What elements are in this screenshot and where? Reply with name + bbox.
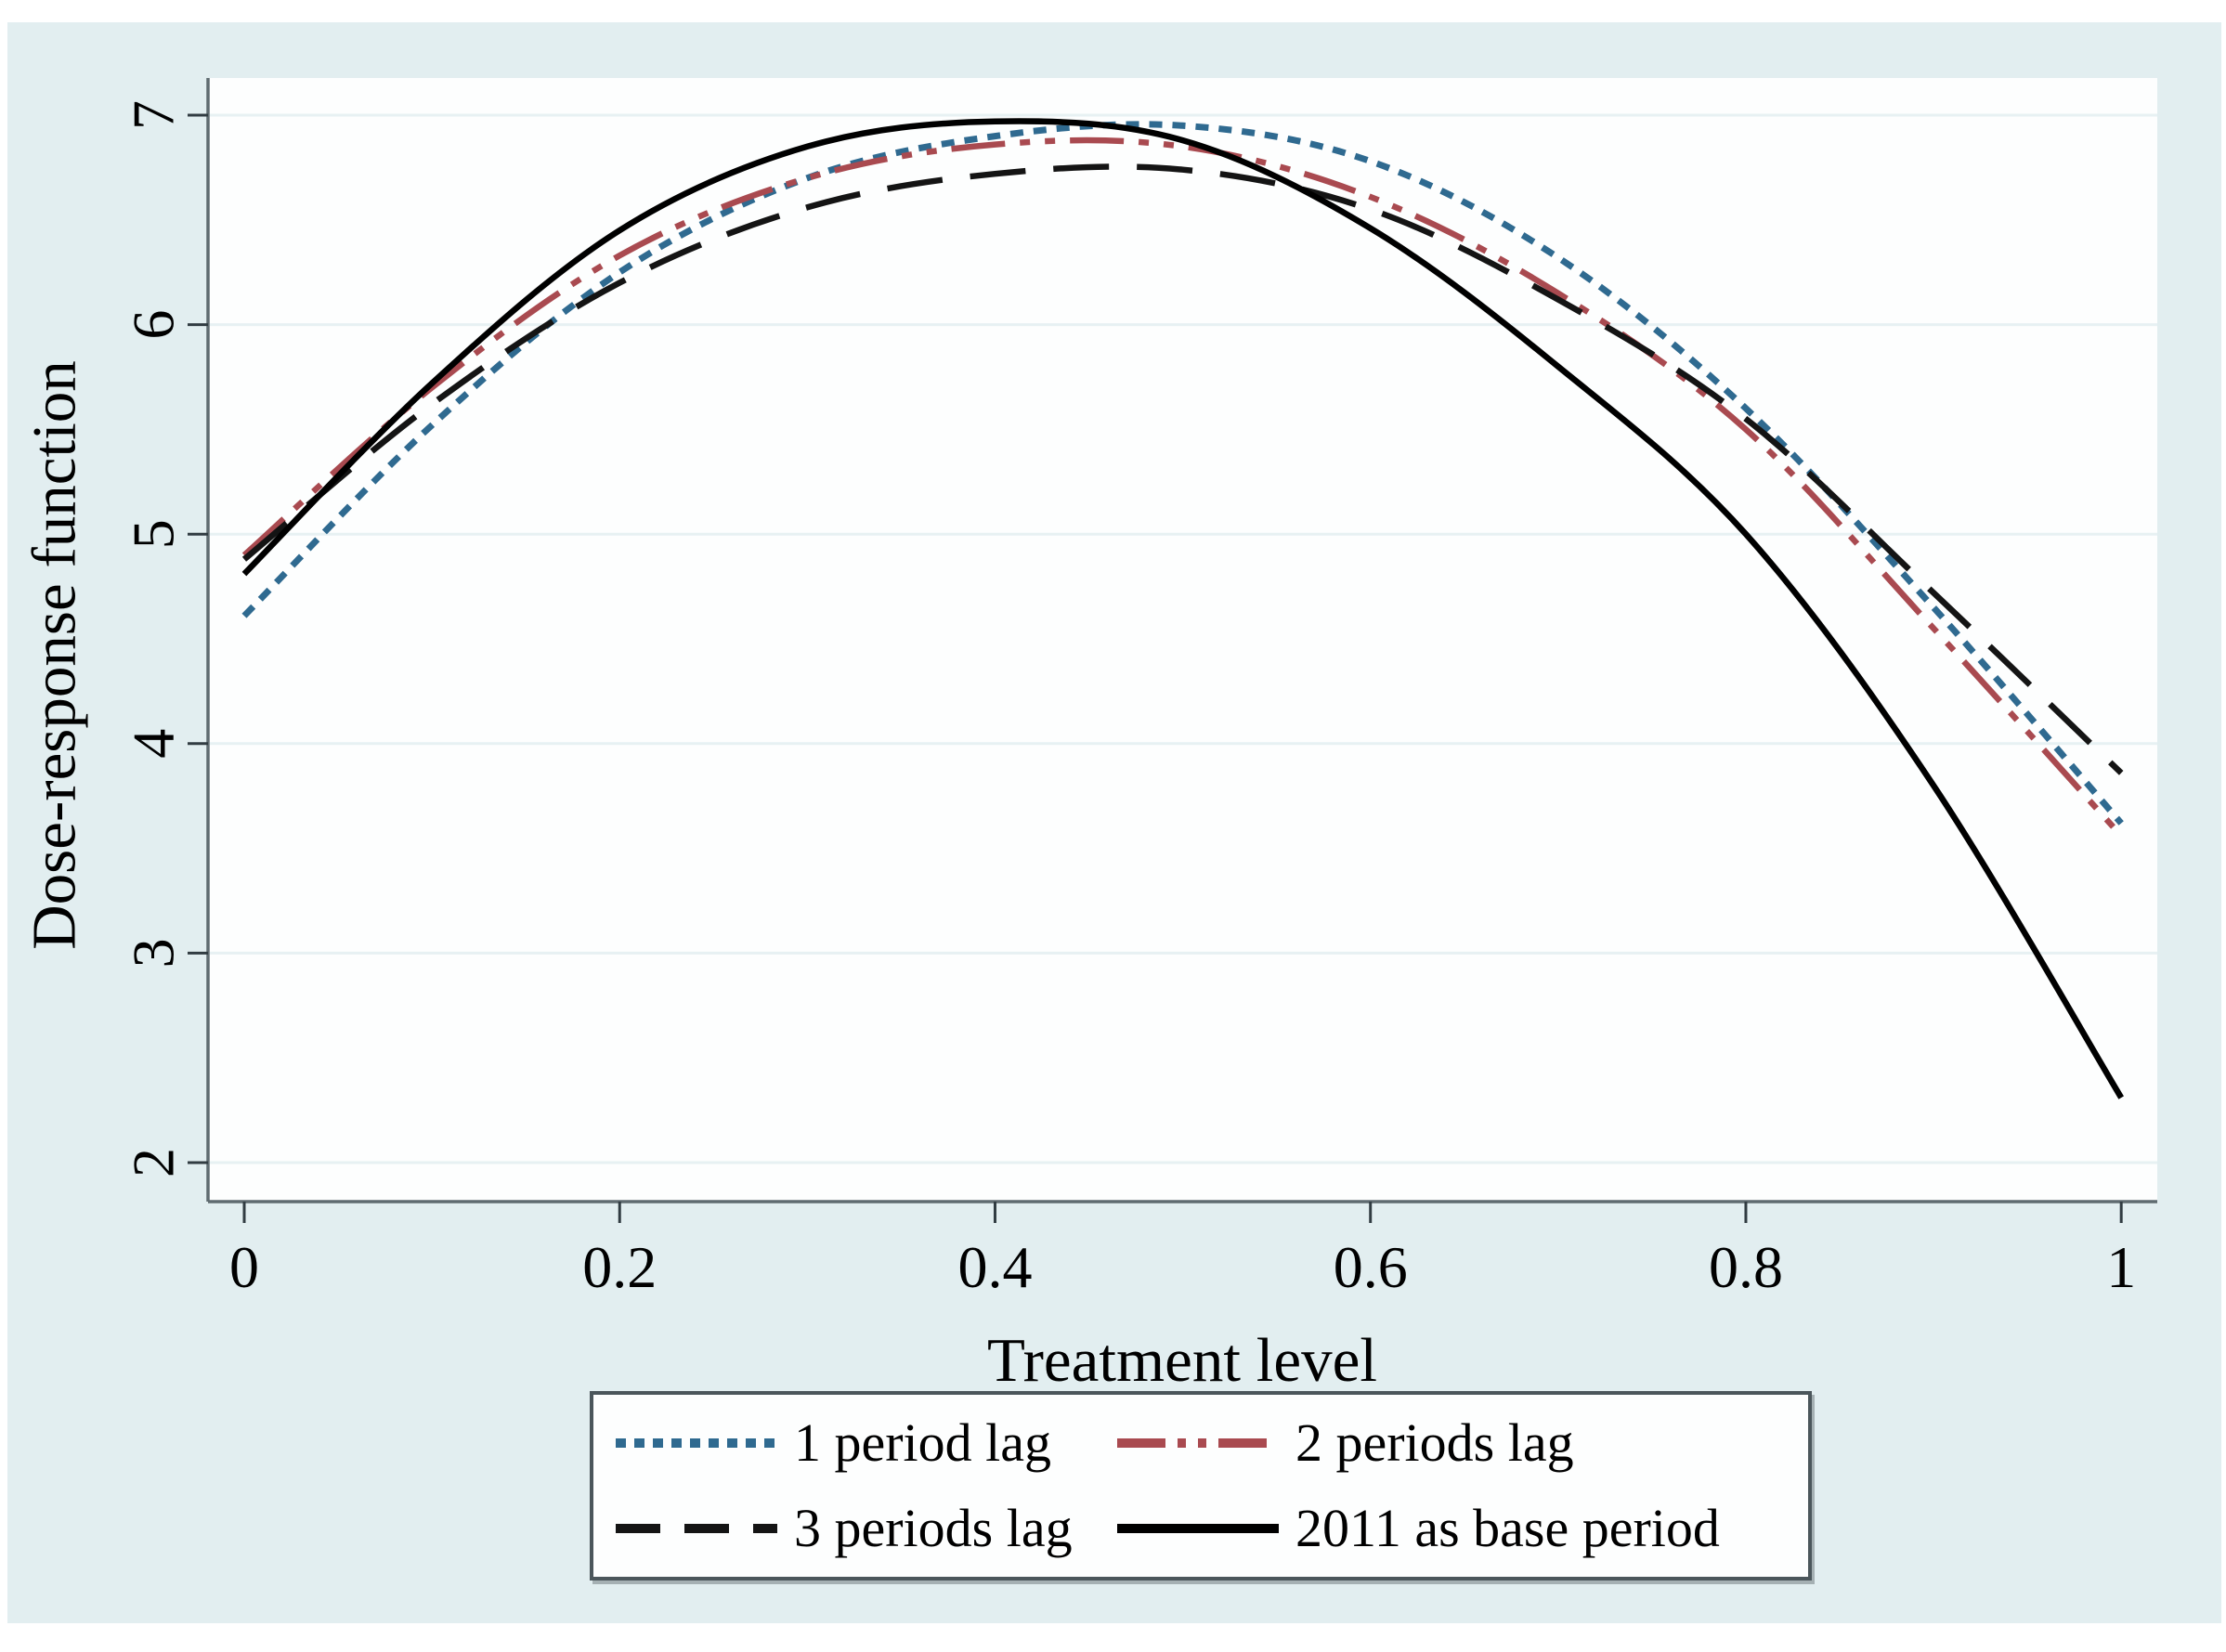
legend-line-sample-dash-dot-dot	[1117, 1438, 1279, 1448]
legend-entry-3-periods-lag: 3 periods lag	[614, 1502, 1115, 1555]
legend-line-sample-long-dash	[616, 1524, 777, 1533]
x-tick-label-1: 1	[2106, 1234, 2136, 1300]
x-tick-label-0.6: 0.6	[1334, 1234, 1408, 1300]
legend-line-sample-solid	[1117, 1524, 1279, 1533]
legend-entry-1-period-lag: 1 period lag	[614, 1416, 1115, 1470]
legend-label: 3 periods lag	[794, 1498, 1073, 1558]
curve-2-periods-lag	[241, 137, 2124, 839]
y-tick-label-4: 4	[121, 729, 187, 759]
y-tick-label-2: 2	[121, 1148, 187, 1177]
x-tick-label-0.8: 0.8	[1709, 1234, 1783, 1300]
x-tick-label-0: 0	[229, 1234, 259, 1300]
curve-2011-as-base-period	[241, 118, 2124, 1099]
plot-area	[208, 78, 2157, 1202]
x-axis-title: Treatment level	[987, 1326, 1377, 1395]
legend-entry-2-periods-lag: 2 periods lag	[1115, 1416, 1808, 1470]
y-tick-label-6: 6	[121, 310, 187, 340]
y-tick-label-3: 3	[121, 938, 187, 968]
legend-line-sample-dotted	[616, 1438, 777, 1448]
y-tick-label-7: 7	[121, 100, 187, 130]
x-tick-label-0.4: 0.4	[957, 1234, 1032, 1300]
legend-label: 1 period lag	[794, 1412, 1052, 1473]
legend-entry-2011-base-period: 2011 as base period	[1115, 1502, 1808, 1555]
x-tick-label-0.2: 0.2	[582, 1234, 657, 1300]
curve-3-periods-lag	[241, 163, 2124, 775]
y-tick-label-5: 5	[121, 519, 187, 549]
legend-label: 2011 as base period	[1295, 1498, 1720, 1558]
legend-label: 2 periods lag	[1295, 1412, 1574, 1473]
legend: 1 period lag 2 periods lag 3 periods lag…	[590, 1391, 1812, 1580]
y-axis-title: Dose-response function	[20, 360, 89, 950]
